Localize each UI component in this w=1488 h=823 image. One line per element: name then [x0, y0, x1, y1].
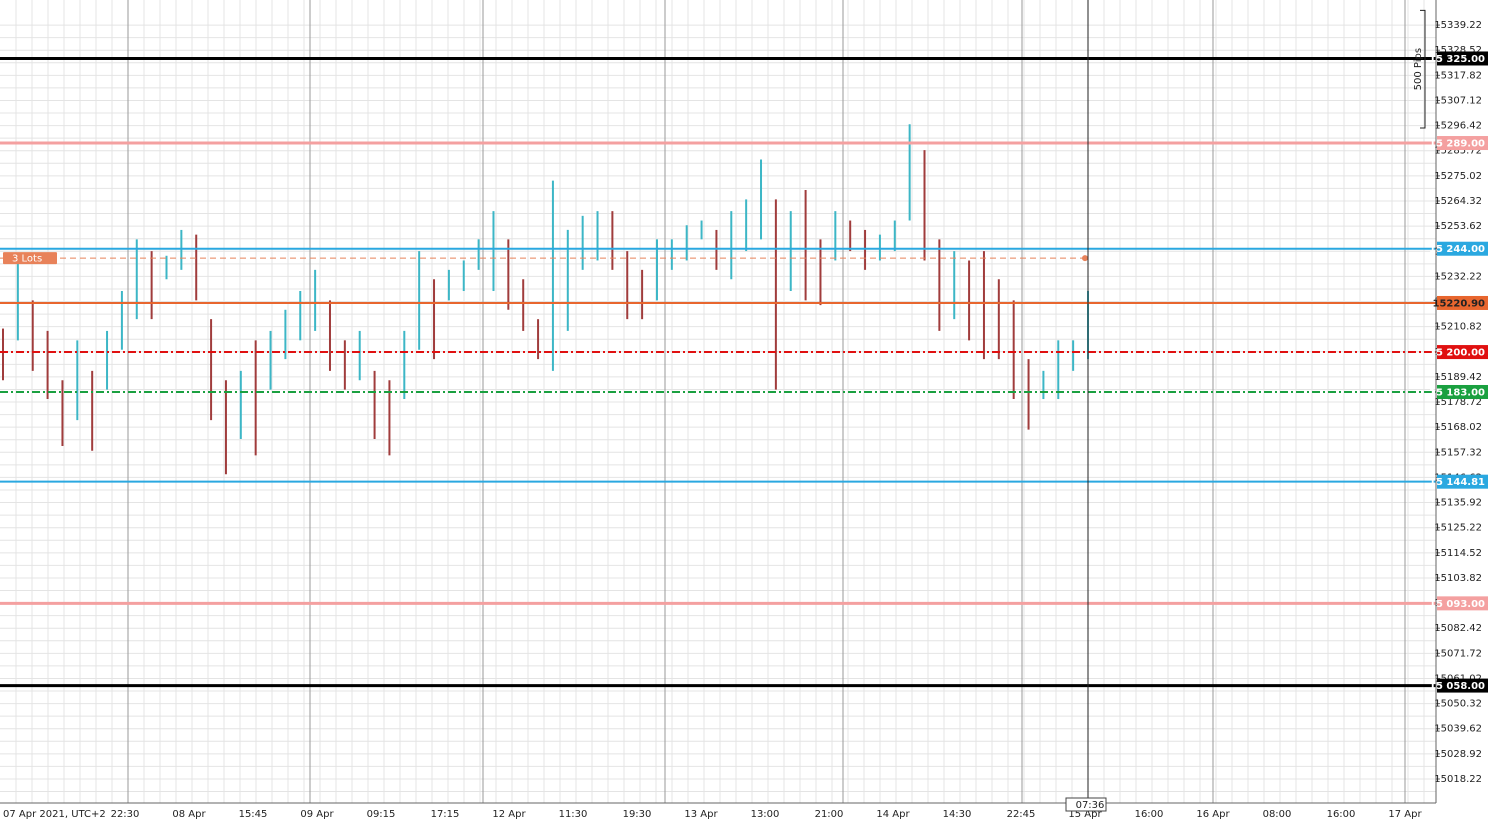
y-tick-label: 15050.32	[1434, 699, 1482, 710]
x-tick-label: 07 Apr 2021, UTC+2	[3, 809, 106, 820]
y-tick-label: 15125.22	[1434, 523, 1482, 534]
level-label: 15 144.81	[1429, 477, 1485, 488]
y-tick-label: 15157.32	[1434, 447, 1482, 458]
y-tick-label: 15135.92	[1434, 498, 1482, 509]
level-label: 15 183.00	[1429, 387, 1485, 398]
y-tick-label: 15317.82	[1434, 70, 1482, 81]
level-label-bg	[1437, 51, 1488, 66]
x-tick-label: 22:45	[1007, 809, 1036, 820]
x-tick-label: 15 Apr	[1068, 809, 1102, 820]
y-tick-label: 15018.22	[1434, 774, 1482, 785]
axes: 15339.22 15328.52 15317.82 15307.12 15296.42…	[3, 20, 1488, 820]
y-tick-label: 15189.42	[1434, 372, 1482, 383]
levels	[0, 56, 1436, 688]
x-tick-label: 08 Apr	[172, 809, 206, 820]
y-tick-label: 15178.72	[1434, 397, 1482, 408]
x-tick-label: 13:00	[751, 809, 780, 820]
y-tick-label: 15275.02	[1434, 171, 1482, 182]
level-label-bg	[1437, 241, 1488, 256]
x-tick-label: 22:30	[111, 809, 140, 820]
y-tick-label: 15210.82	[1434, 322, 1482, 333]
level-label: 15 289.00	[1429, 139, 1485, 150]
y-tick-label: 15253.62	[1434, 221, 1482, 232]
level-label-bg	[1437, 295, 1488, 310]
y-tick-label: 15328.52	[1434, 45, 1482, 56]
level-label: 15 093.00	[1429, 599, 1485, 610]
x-tick-label: 13 Apr	[684, 809, 718, 820]
x-tick-label: 08:00	[1263, 809, 1292, 820]
x-tick-label: 17:15	[431, 809, 460, 820]
overlay: 3 Lots 07:36 500 Pips	[0, 0, 1426, 812]
level-label-bg	[1437, 596, 1488, 611]
y-tick-label: 15296.42	[1434, 121, 1482, 132]
x-tick-label: 09 Apr	[300, 809, 334, 820]
level-label: 15 200.00	[1429, 348, 1485, 359]
y-tick-label: 15028.92	[1434, 749, 1482, 760]
y-tick-label: 15264.32	[1434, 196, 1482, 207]
y-tick-label: 15103.82	[1434, 573, 1482, 584]
order-handle[interactable]	[1082, 255, 1088, 262]
order-tag-bg[interactable]	[3, 252, 57, 265]
x-tick-label: 21:00	[815, 809, 844, 820]
y-tick-label: 15082.42	[1434, 623, 1482, 634]
x-tick-label: 12 Apr	[492, 809, 526, 820]
x-tick-label: 14:30	[943, 809, 972, 820]
y-tick-label: 15071.72	[1434, 648, 1482, 659]
level-label-bg	[1437, 136, 1488, 151]
crosshair-time-bg	[1065, 797, 1107, 812]
level-label: 15 325.00	[1429, 54, 1485, 65]
y-tick-label: 15039.62	[1434, 724, 1482, 735]
level-label: 15 244.00	[1429, 244, 1485, 255]
x-tick-label: 16:00	[1135, 809, 1164, 820]
x-tick-label: 16 Apr	[1196, 809, 1230, 820]
x-tick-label: 19:30	[623, 809, 652, 820]
y-tick-label: 15232.22	[1434, 271, 1482, 282]
x-tick-label: 09:15	[367, 809, 396, 820]
level-label-bg	[1437, 384, 1488, 399]
y-tick-label: 15339.22	[1434, 20, 1482, 31]
y-tick-label: 15285.72	[1434, 146, 1482, 157]
session-separators	[127, 0, 1406, 803]
level-label-bg	[1437, 678, 1488, 693]
level-label: 15220.90	[1432, 298, 1485, 309]
time-axis-bg	[0, 803, 1488, 823]
bars	[2, 124, 1089, 475]
crosshair-time: 07:36	[1076, 800, 1105, 811]
y-tick-label: 15168.02	[1434, 422, 1482, 433]
y-tick-label: 15114.52	[1434, 548, 1482, 559]
x-tick-label: 17 Apr	[1388, 809, 1422, 820]
x-tick-label: 14 Apr	[876, 809, 910, 820]
x-tick-label: 15:45	[239, 809, 268, 820]
level-label: 15 058.00	[1429, 681, 1485, 692]
level-label-bg	[1437, 474, 1488, 489]
level-label-bg	[1437, 345, 1488, 360]
ruler	[1420, 9, 1426, 129]
minor-grid	[0, 0, 1436, 803]
x-tick-label: 11:30	[559, 809, 588, 820]
order-tag[interactable]: 3 Lots	[12, 254, 42, 265]
ruler-label: 500 Pips	[1413, 48, 1424, 90]
y-tick-label: 15307.12	[1434, 95, 1482, 106]
x-tick-label: 16:00	[1327, 809, 1356, 820]
